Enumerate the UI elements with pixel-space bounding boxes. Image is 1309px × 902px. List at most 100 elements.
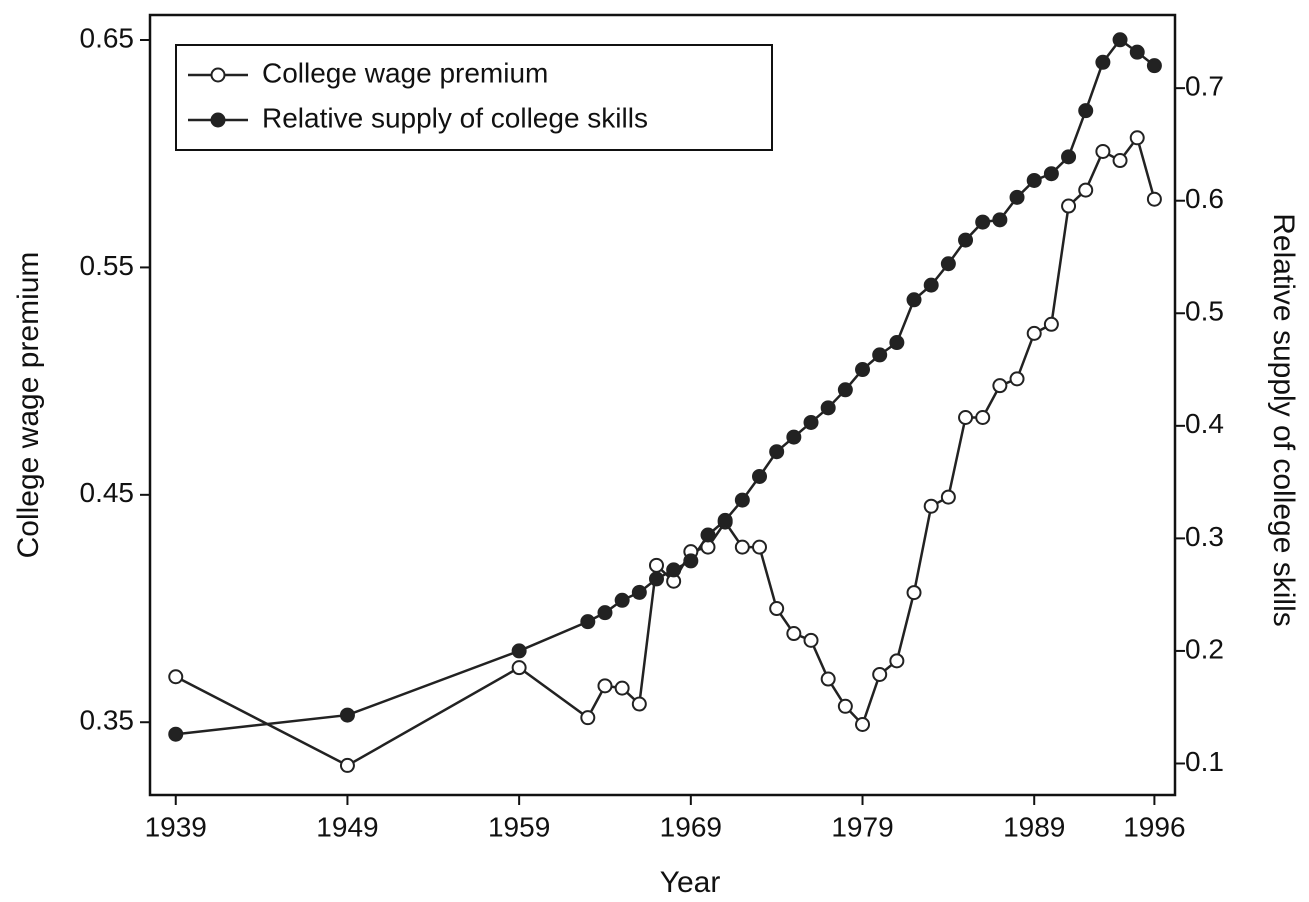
legend-marker [210,112,226,128]
data-point [1043,166,1059,182]
data-point [992,378,1008,394]
y-axis-label: College wage premium [12,252,45,559]
x-tick-label: 1989 [1003,811,1065,842]
data-point [752,468,768,484]
data-point [803,414,819,430]
data-point [752,539,768,555]
data-point [889,653,905,669]
data-point [1112,32,1128,48]
data-point [923,277,939,293]
data-point [683,553,699,569]
x-tick-label: 1979 [831,811,893,842]
data-point [648,571,664,587]
data-point [820,671,836,687]
data-point [837,382,853,398]
data-point [940,489,956,505]
x-tick-label: 1996 [1123,811,1185,842]
legend-label: Relative supply of college skills [262,102,648,133]
data-point [511,660,527,676]
data-point [631,696,647,712]
y-tick-label: 0.55 [80,250,135,281]
data-point [992,212,1008,228]
data-point [820,400,836,416]
data-point [855,717,871,733]
data-point [1078,182,1094,198]
data-point [1061,149,1077,165]
data-point [975,214,991,230]
data-point [872,347,888,363]
data-point [769,444,785,460]
data-point [940,256,956,272]
y-tick-label: 0.65 [80,22,135,53]
data-point [1043,316,1059,332]
data-point [958,232,974,248]
data-point [889,335,905,351]
data-point [1095,143,1111,159]
data-point [631,584,647,600]
y2-tick-label: 0.5 [1185,296,1224,327]
data-point [1026,325,1042,341]
data-point [872,666,888,682]
data-point [1146,58,1162,74]
data-point [648,557,664,573]
data-point [786,626,802,642]
data-point [511,643,527,659]
data-point [168,669,184,685]
x-tick-label: 1939 [145,811,207,842]
data-point [1129,44,1145,60]
y2-tick-label: 0.6 [1185,183,1224,214]
data-point [803,632,819,648]
y2-axis-label: Relative supply of college skills [1267,213,1300,627]
y2-tick-label: 0.1 [1185,746,1224,777]
data-point [734,492,750,508]
data-point [1009,371,1025,387]
data-point [1026,172,1042,188]
x-tick-label: 1969 [660,811,722,842]
data-point [339,707,355,723]
data-point [975,410,991,426]
data-point [1061,198,1077,214]
y-tick-label: 0.35 [80,705,135,736]
data-point [597,605,613,621]
x-tick-label: 1949 [316,811,378,842]
data-point [614,592,630,608]
data-point [1146,191,1162,207]
data-point [580,710,596,726]
data-point [958,410,974,426]
series-line [175,135,1156,767]
data-point [597,678,613,694]
legend-marker [210,67,226,83]
data-point [700,527,716,543]
data-point [580,614,596,630]
legend-box [175,44,773,151]
y2-tick-label: 0.3 [1185,521,1224,552]
data-point [168,726,184,742]
y2-tick-label: 0.7 [1185,71,1224,102]
legend-label: College wage premium [262,57,548,88]
data-point [769,601,785,617]
data-point [906,585,922,601]
data-point [855,362,871,378]
plot-frame [148,13,1177,797]
data-point [906,292,922,308]
y2-tick-label: 0.2 [1185,633,1224,664]
data-point [700,539,716,555]
data-point [786,429,802,445]
data-point [1095,54,1111,70]
data-point [1009,189,1025,205]
data-point [734,539,750,555]
data-point [339,757,355,773]
x-tick-label: 1959 [488,811,550,842]
data-point [837,698,853,714]
data-point [1112,153,1128,169]
x-axis-label: Year [660,866,721,899]
data-point [1078,103,1094,119]
y2-tick-label: 0.4 [1185,408,1224,439]
data-point [666,562,682,578]
y-tick-label: 0.45 [80,477,135,508]
data-point [1129,130,1145,146]
data-point [923,498,939,514]
data-point [614,680,630,696]
data-point [717,512,733,528]
